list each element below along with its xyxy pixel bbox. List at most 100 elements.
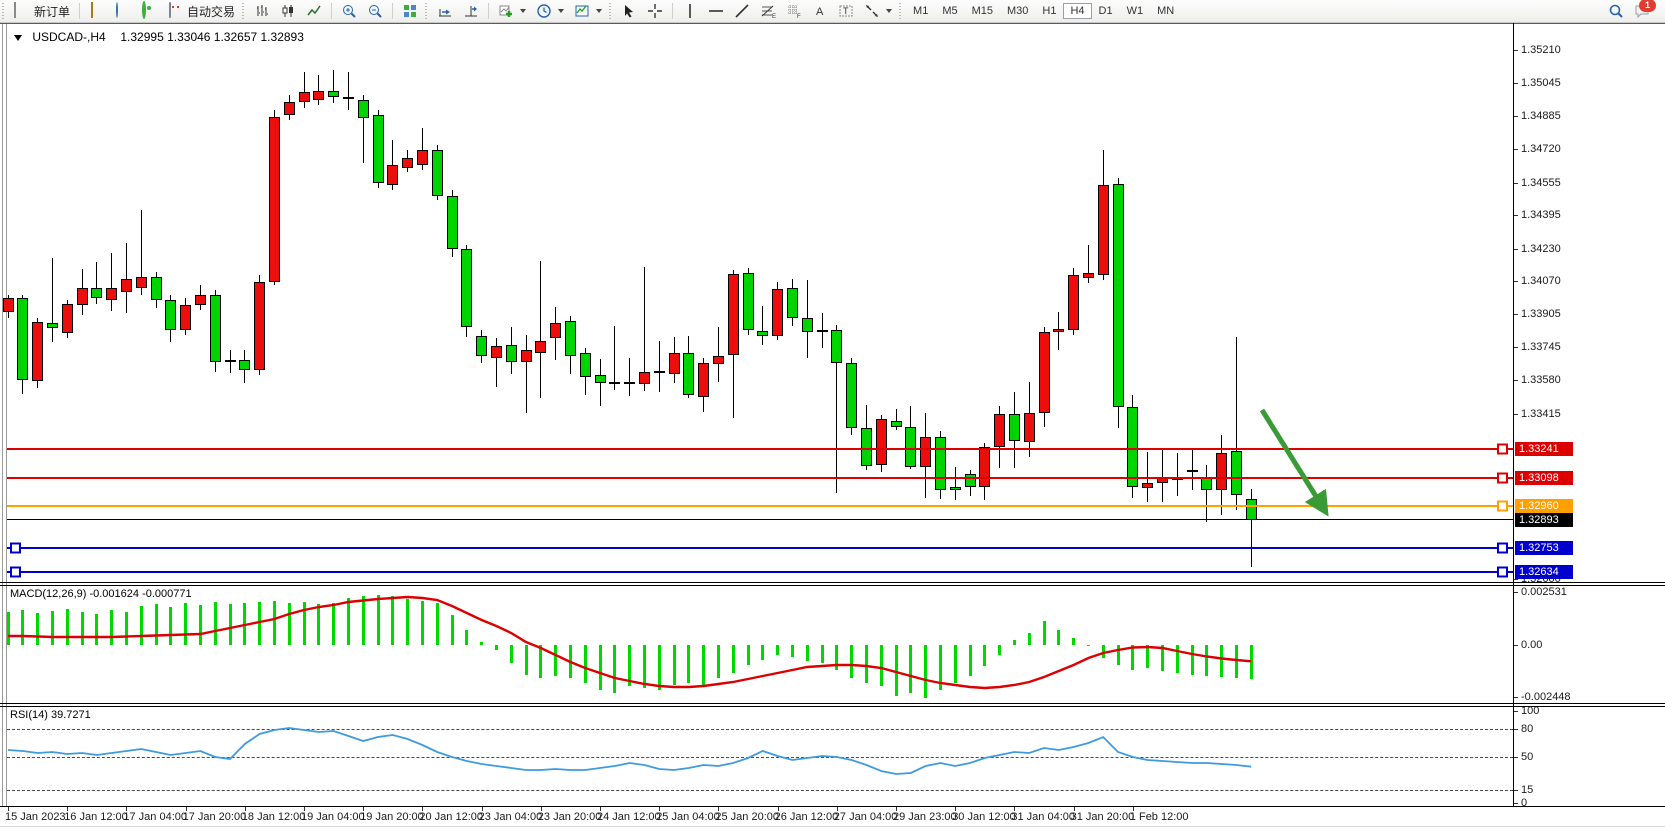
macd-histogram-bar xyxy=(509,645,513,663)
candle-wick xyxy=(125,243,127,314)
price-macd-separator2[interactable] xyxy=(0,585,1665,586)
trend-arrow-annotation[interactable] xyxy=(0,23,1665,806)
line-handle[interactable] xyxy=(1497,472,1508,484)
rsi-axis-tick xyxy=(1513,711,1518,712)
price-macd-separator[interactable] xyxy=(0,582,1665,583)
tf-button-m5[interactable]: M5 xyxy=(942,5,958,17)
line-handle[interactable] xyxy=(10,542,21,554)
macd-histogram-bar xyxy=(287,603,291,645)
indicators-button[interactable] xyxy=(493,1,531,21)
line-handle[interactable] xyxy=(1497,542,1508,554)
text-tool[interactable]: A xyxy=(807,1,833,21)
signals-button[interactable] xyxy=(136,1,162,21)
text-label-tool[interactable]: T xyxy=(833,1,859,21)
crosshair-tool-button[interactable] xyxy=(642,1,668,21)
horizontal-price-line[interactable] xyxy=(7,476,1513,479)
trendline-tool[interactable] xyxy=(729,1,755,21)
trendline-icon xyxy=(735,4,749,18)
macd-rsi-separator2[interactable] xyxy=(0,706,1665,707)
candle-wick xyxy=(333,70,335,104)
bull-candle xyxy=(224,360,236,363)
macd-histogram-bar xyxy=(864,645,868,683)
chart-window[interactable]: USDCAD-,H4 1.32995 1.33046 1.32657 1.328… xyxy=(0,23,1665,831)
fibonacci-tool[interactable]: E xyxy=(755,1,781,21)
tf-button-h1[interactable]: H1 xyxy=(1042,5,1057,17)
periods-button[interactable] xyxy=(531,1,569,21)
profile-button[interactable] xyxy=(110,1,136,21)
horizontal-price-line[interactable] xyxy=(7,546,1513,549)
tf-button-w1[interactable]: W1 xyxy=(1126,5,1144,17)
tf-button-h4[interactable]: H4 xyxy=(1063,3,1092,19)
bear-candle xyxy=(564,320,576,356)
toolbar-drag-handle[interactable] xyxy=(2,3,7,19)
new-order-button[interactable]: 新订单 xyxy=(9,1,75,22)
bear-candle xyxy=(594,375,606,383)
indicators-icon xyxy=(499,5,513,17)
line-handle[interactable] xyxy=(1497,566,1508,578)
tile-windows-button[interactable] xyxy=(397,1,423,21)
bear-candle xyxy=(1245,498,1257,520)
horizontal-price-line[interactable] xyxy=(7,570,1513,573)
time-axis-label: 23 Jan 04:00 xyxy=(478,811,543,823)
toolbar-drag-handle[interactable] xyxy=(425,3,431,19)
zoom-in-button[interactable] xyxy=(336,1,362,21)
templates-button[interactable] xyxy=(569,1,607,21)
tf-button-d1[interactable]: D1 xyxy=(1098,5,1113,17)
line-handle[interactable] xyxy=(1497,443,1508,455)
text-icon: A xyxy=(816,6,824,18)
tf-button-m15[interactable]: M15 xyxy=(971,5,993,17)
price-axis-tick xyxy=(1513,380,1518,382)
chart-shift-button[interactable] xyxy=(458,1,484,21)
zoom-out-button[interactable] xyxy=(362,1,388,21)
time-axis-tick xyxy=(540,807,542,811)
horizontal-price-line[interactable] xyxy=(7,447,1513,450)
svg-text:T: T xyxy=(843,6,849,16)
tf-button-m1[interactable]: M1 xyxy=(913,5,929,17)
arrows-tool[interactable] xyxy=(859,1,897,21)
fibonacci-icon: E xyxy=(761,5,776,19)
vertical-line-tool[interactable] xyxy=(677,1,703,21)
macd-histogram-bar xyxy=(687,645,691,683)
macd-rsi-separator[interactable] xyxy=(0,703,1665,704)
price-axis-tick-label: 1.34720 xyxy=(1521,143,1561,156)
notifications-button[interactable]: 1 xyxy=(1629,0,1656,21)
bull-candle xyxy=(520,349,532,362)
bull-candle xyxy=(535,340,547,353)
auto-scroll-button[interactable] xyxy=(432,1,458,21)
line-chart-button[interactable] xyxy=(301,1,327,21)
horizontal-line-tool[interactable] xyxy=(703,1,729,21)
search-button[interactable] xyxy=(1603,1,1629,21)
price-axis-tick-label: 1.35045 xyxy=(1521,77,1561,90)
line-handle[interactable] xyxy=(1497,500,1508,512)
grid-tool[interactable]: F xyxy=(781,1,807,21)
bull-candle xyxy=(2,298,14,312)
toolbar-drag-handle[interactable] xyxy=(609,3,615,19)
chart-collapse-icon[interactable] xyxy=(14,35,22,41)
auto-trading-button[interactable]: 自动交易 xyxy=(162,1,240,22)
time-axis-label: 17 Jan 04:00 xyxy=(123,811,188,823)
tf-button-mn[interactable]: MN xyxy=(1157,5,1175,17)
toolbar-drag-handle[interactable] xyxy=(899,3,905,19)
time-axis-tick xyxy=(244,807,246,811)
bear-candle xyxy=(786,288,798,319)
line-handle[interactable] xyxy=(10,566,21,578)
cursor-tool-button[interactable] xyxy=(616,1,642,21)
candle-wick xyxy=(1206,464,1208,522)
bear-candle xyxy=(1112,183,1124,407)
horizontal-price-line[interactable] xyxy=(7,519,1513,520)
toolbar-drag-handle[interactable] xyxy=(242,3,248,19)
market-depth-button[interactable] xyxy=(84,1,110,21)
bear-candle xyxy=(150,277,162,301)
candlestick-chart-button[interactable] xyxy=(275,1,301,21)
macd-histogram-bar xyxy=(998,645,1002,655)
candle-wick xyxy=(303,72,305,108)
candle-wick xyxy=(1191,449,1193,490)
price-axis[interactable]: 1.35210 1.35045 1.34885 1.34720 1.34555 1.343… xyxy=(1513,23,1665,584)
price-axis-tick-label: 1.34885 xyxy=(1521,109,1561,122)
time-axis-tick xyxy=(67,807,69,811)
bar-chart-button[interactable] xyxy=(249,1,275,21)
tf-button-m30[interactable]: M30 xyxy=(1007,5,1029,17)
bull-candle xyxy=(313,90,325,101)
horizontal-price-line[interactable] xyxy=(7,504,1513,507)
